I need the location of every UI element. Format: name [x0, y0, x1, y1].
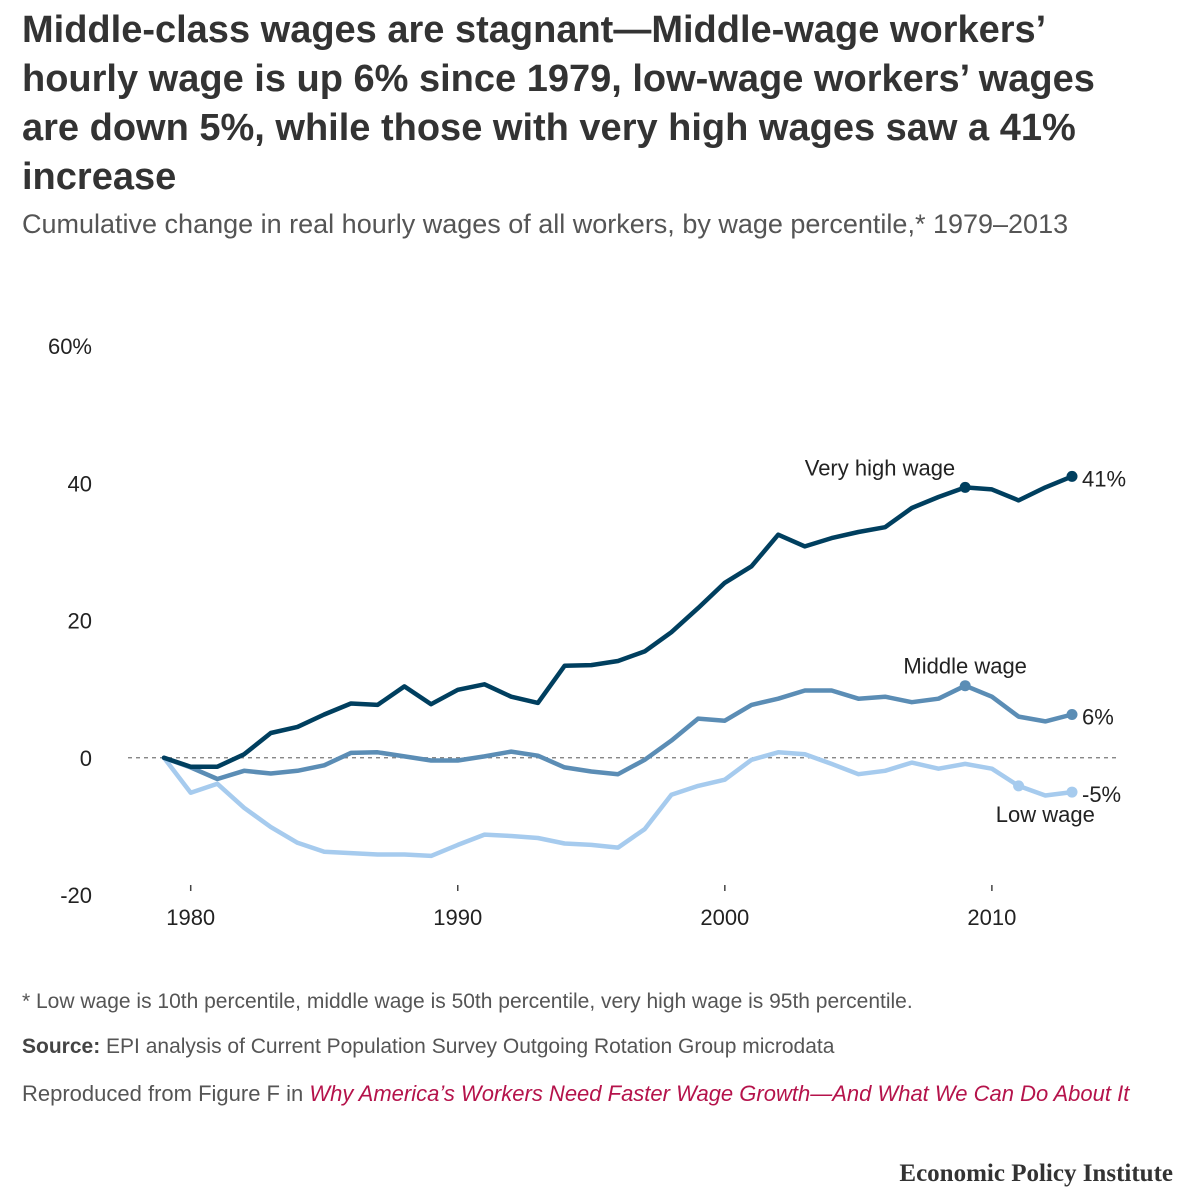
x-axis: 1980 1990 2000 2010: [166, 885, 1016, 930]
report-link[interactable]: Why America’s Workers Need Faster Wage G…: [309, 1081, 1130, 1106]
low-wage-label-marker: [1013, 780, 1025, 792]
middle-wage-label-marker: [959, 680, 971, 692]
very-high-wage-line: [161, 474, 1075, 769]
x-tick-label: 2010: [967, 905, 1016, 930]
middle-wage-end-marker: [1066, 709, 1078, 721]
low-wage-name-label: Low wage: [996, 802, 1095, 827]
middle-wage-end-value-label: 6%: [1082, 705, 1114, 730]
source-text: EPI analysis of Current Population Surve…: [100, 1035, 835, 1058]
y-tick-label: -20: [60, 883, 92, 908]
middle-wage-name-label: Middle wage: [903, 654, 1027, 679]
low-wage-end-value-label: -5%: [1082, 782, 1121, 807]
low-wage-line: [161, 750, 1075, 859]
y-tick-label: 60%: [48, 334, 92, 359]
source-label: Source:: [22, 1035, 101, 1058]
x-tick-label: 1990: [433, 905, 482, 930]
x-tick-label: 2000: [700, 905, 749, 930]
low-wage-end-marker: [1066, 786, 1078, 798]
y-tick-label: 0: [80, 746, 92, 771]
very-high-wage-label-marker: [959, 481, 971, 493]
chart-subtitle: Cumulative change in real hourly wages o…: [22, 209, 1069, 239]
very-high-wage-name-label: Very high wage: [805, 455, 955, 480]
x-tick-label: 1980: [166, 905, 215, 930]
chart-title: Middle-class wages are stagnant—Middle-w…: [22, 9, 1095, 198]
source-line: Source: EPI analysis of Current Populati…: [22, 1035, 834, 1059]
line-chart: 60% 40 20 0 -20 1980 1990 2000 2010 Very high w…: [48, 334, 1126, 930]
footnote: * Low wage is 10th percentile, middle wa…: [22, 990, 913, 1013]
middle-wage-line: [161, 683, 1075, 782]
reproduced-prefix: Reproduced from Figure F in: [22, 1081, 310, 1106]
y-tick-label: 20: [68, 609, 92, 634]
series-layer: [161, 474, 1075, 859]
reproduced-note: Reproduced from Figure F in Why America’…: [22, 1077, 1152, 1110]
y-tick-label: 40: [68, 471, 92, 496]
y-axis: 60% 40 20 0 -20: [48, 334, 92, 908]
very-high-wage-end-marker: [1066, 470, 1078, 482]
label-layer: Very high wage 41% Middle wage 6% Low wage-5…: [805, 455, 1126, 827]
brand-logo: Economic Policy Institute: [899, 1160, 1173, 1187]
very-high-wage-end-value-label: 41%: [1082, 466, 1126, 491]
